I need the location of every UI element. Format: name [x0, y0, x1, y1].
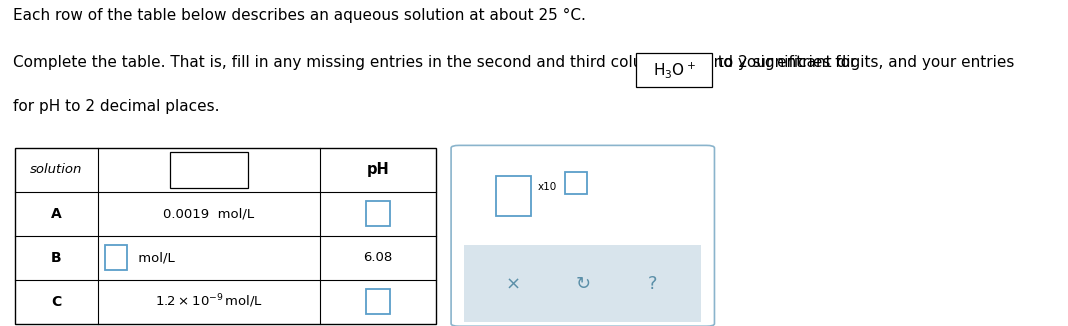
FancyBboxPatch shape: [451, 145, 714, 326]
Text: ×: ×: [506, 275, 521, 293]
Bar: [465, 244, 702, 322]
Text: ↻: ↻: [576, 275, 591, 293]
Text: to 2 significant digits, and your entries: to 2 significant digits, and your entrie…: [713, 55, 1015, 70]
FancyBboxPatch shape: [170, 152, 248, 187]
Text: $1.2 \times 10^{-9}\,\mathrm{mol/L}$: $1.2 \times 10^{-9}\,\mathrm{mol/L}$: [155, 293, 263, 310]
Bar: [15, 148, 436, 324]
FancyBboxPatch shape: [366, 289, 390, 314]
FancyBboxPatch shape: [105, 245, 127, 270]
Text: C: C: [51, 295, 62, 309]
Text: 0.0019  mol/L: 0.0019 mol/L: [163, 207, 254, 220]
FancyBboxPatch shape: [366, 201, 390, 226]
FancyBboxPatch shape: [565, 172, 587, 194]
Text: solution: solution: [30, 163, 82, 176]
Text: ?: ?: [647, 275, 657, 293]
Text: $\rm H_3O^+$: $\rm H_3O^+$: [653, 60, 695, 80]
Text: mol/L: mol/L: [135, 251, 175, 264]
Text: Each row of the table below describes an aqueous solution at about 25 °C.: Each row of the table below describes an…: [13, 8, 586, 23]
Text: x10: x10: [538, 182, 557, 192]
Text: 6.08: 6.08: [363, 251, 393, 264]
Text: B: B: [51, 251, 62, 265]
Text: for pH to 2 decimal places.: for pH to 2 decimal places.: [13, 99, 220, 114]
Text: pH: pH: [366, 162, 390, 177]
Text: $\rm H_3O^+$: $\rm H_3O^+$: [189, 160, 229, 180]
FancyBboxPatch shape: [635, 53, 712, 87]
Text: Complete the table. That is, fill in any missing entries in the second and third: Complete the table. That is, fill in any…: [13, 55, 862, 70]
FancyBboxPatch shape: [497, 176, 531, 216]
Text: A: A: [51, 207, 62, 221]
